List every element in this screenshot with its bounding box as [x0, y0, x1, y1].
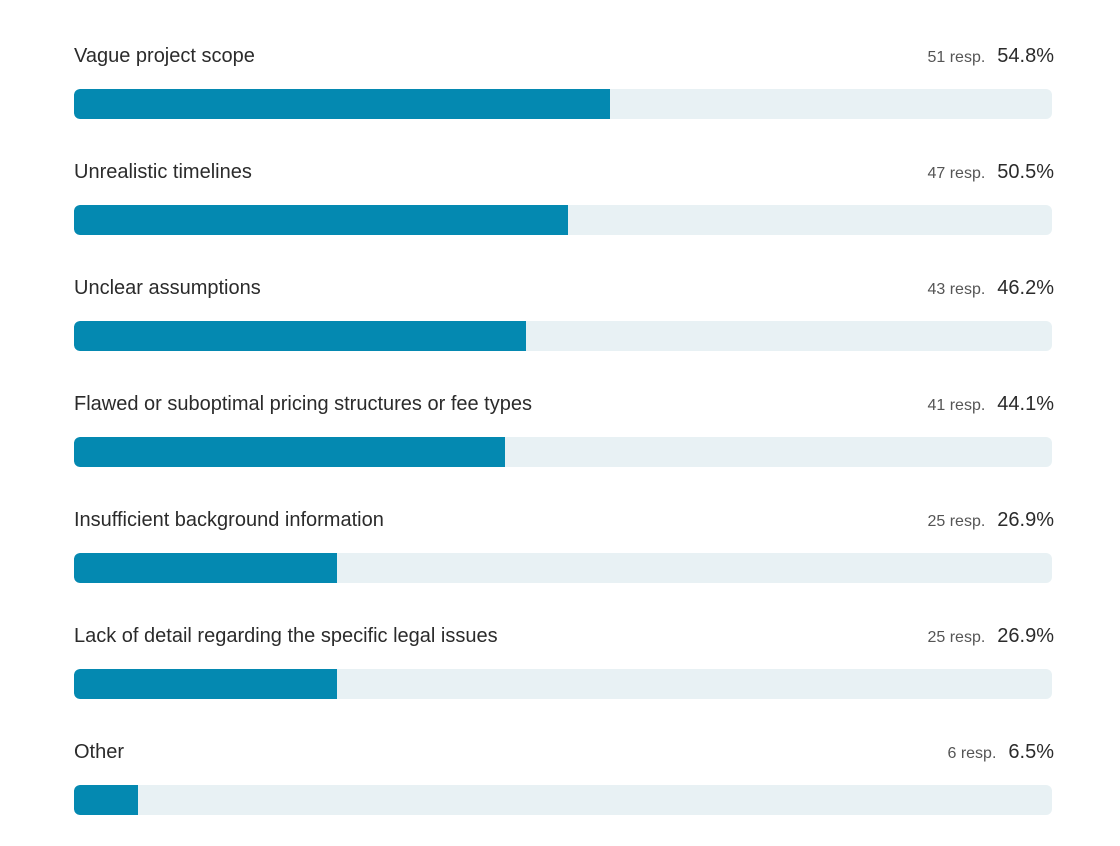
- bar-row: Other 6 resp. 6.5%: [74, 719, 1054, 815]
- bar-fill: [74, 205, 568, 235]
- bar-meta: 25 resp. 26.9%: [927, 625, 1054, 648]
- bar-fill: [74, 785, 138, 815]
- bar-category-label: Unrealistic timelines: [74, 161, 252, 183]
- bar-track: [74, 321, 1052, 351]
- bar-category-label: Insufficient background information: [74, 509, 384, 531]
- bar-category-label: Other: [74, 741, 125, 763]
- response-count-label: 43 resp.: [927, 281, 986, 298]
- bar-row: Flawed or suboptimal pricing structures …: [74, 371, 1054, 467]
- bar-category-label: Flawed or suboptimal pricing structures …: [74, 393, 532, 415]
- bar-category-label: Lack of detail regarding the specific le…: [74, 625, 498, 647]
- bar-fill: [74, 89, 610, 119]
- bar-track: [74, 437, 1052, 467]
- percent-label: 6.5%: [1008, 741, 1054, 763]
- bar-row: Lack of detail regarding the specific le…: [74, 603, 1054, 699]
- percent-label: 26.9%: [997, 509, 1054, 531]
- percent-label: 46.2%: [997, 277, 1054, 299]
- bar-track: [74, 785, 1052, 815]
- bar-meta: 47 resp. 50.5%: [927, 161, 1054, 184]
- bar-category-label: Unclear assumptions: [74, 277, 261, 299]
- bar-fill: [74, 437, 505, 467]
- response-count-label: 47 resp.: [927, 165, 986, 182]
- bar-meta: 6 resp. 6.5%: [947, 741, 1054, 764]
- percent-label: 26.9%: [997, 625, 1054, 647]
- bar-track: [74, 553, 1052, 583]
- bar-row: Insufficient background information 25 re…: [74, 487, 1054, 583]
- bar-track: [74, 669, 1052, 699]
- bar-fill: [74, 669, 337, 699]
- response-count-label: 25 resp.: [927, 629, 986, 646]
- bar-meta: 41 resp. 44.1%: [927, 393, 1054, 416]
- bar-meta: 43 resp. 46.2%: [927, 277, 1054, 300]
- bar-row: Unrealistic timelines 47 resp. 50.5%: [74, 139, 1054, 235]
- bar-fill: [74, 553, 337, 583]
- bar-category-label: Vague project scope: [74, 45, 255, 67]
- bar-row: Vague project scope 51 resp. 54.8%: [74, 23, 1054, 119]
- percent-label: 44.1%: [997, 393, 1054, 415]
- bar-track: [74, 205, 1052, 235]
- response-count-label: 51 resp.: [927, 49, 986, 66]
- response-count-label: 41 resp.: [927, 397, 986, 414]
- percent-label: 50.5%: [997, 161, 1054, 183]
- bar-meta: 25 resp. 26.9%: [927, 509, 1054, 532]
- response-count-label: 25 resp.: [927, 513, 986, 530]
- bar-row: Unclear assumptions 43 resp. 46.2%: [74, 255, 1054, 351]
- percent-label: 54.8%: [997, 45, 1054, 67]
- bar-fill: [74, 321, 526, 351]
- response-count-label: 6 resp.: [947, 745, 997, 762]
- bar-track: [74, 89, 1052, 119]
- bar-meta: 51 resp. 54.8%: [927, 45, 1054, 68]
